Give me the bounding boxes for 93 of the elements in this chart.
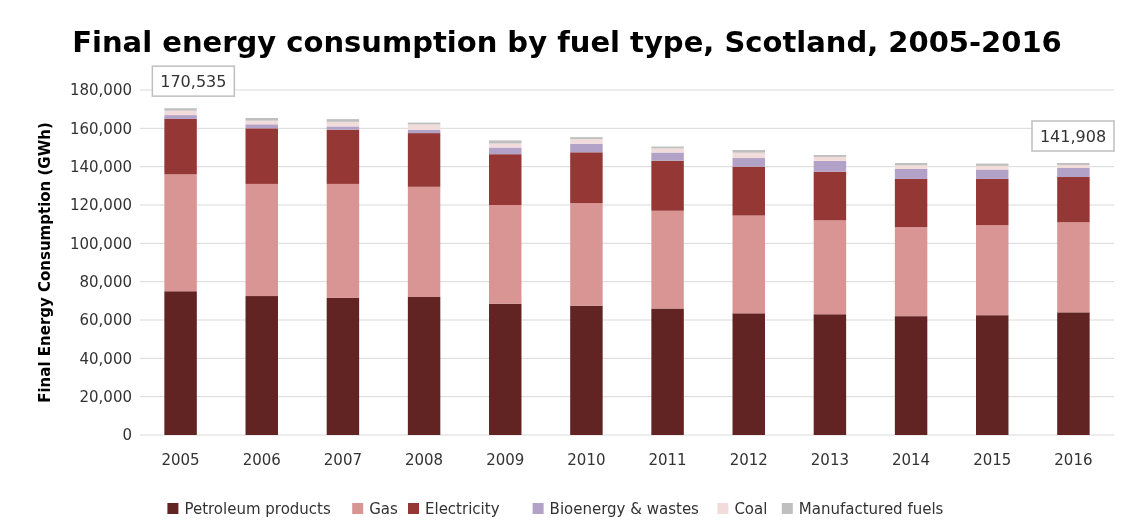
bar (813, 220, 847, 315)
bar (732, 152, 765, 159)
bar (732, 313, 765, 435)
y-tick-label: 0 (122, 426, 132, 445)
y-tick-label: 60,000 (79, 311, 132, 330)
x-tick-label: 2015 (973, 451, 1012, 469)
bar (570, 152, 603, 204)
y-axis-title: Final Energy Consumption (GWh) (36, 122, 54, 403)
bar (164, 108, 197, 111)
x-tick-label: 2009 (486, 451, 525, 469)
bar (1057, 177, 1090, 223)
bar (326, 129, 360, 184)
bar (570, 143, 603, 153)
bar (326, 126, 360, 130)
bar (570, 305, 603, 435)
y-tick-label: 120,000 (69, 196, 132, 215)
legend-label: Electricity (425, 500, 500, 519)
x-tick-label: 2012 (729, 451, 768, 469)
chart-title: Final energy consumption by fuel type, Scotland, 2005-2016 (72, 25, 1062, 59)
y-tick-label: 180,000 (69, 81, 132, 100)
bar (813, 314, 847, 435)
legend-label: Gas (369, 500, 399, 519)
bar (489, 154, 522, 205)
bar (1057, 222, 1090, 313)
bar (407, 129, 441, 134)
bar (976, 178, 1009, 226)
x-tick-label: 2008 (404, 451, 444, 469)
bar (489, 143, 522, 148)
annotation: 141,908 (1039, 126, 1107, 146)
x-tick-label: 2006 (242, 451, 281, 469)
bar (326, 297, 360, 435)
bar (813, 160, 847, 172)
bar (164, 110, 197, 116)
bar (894, 168, 928, 179)
bar (1057, 164, 1090, 169)
annotation: 170,535 (160, 71, 227, 91)
bar (651, 148, 684, 153)
bar (407, 133, 441, 187)
bar (651, 308, 684, 435)
bar (407, 124, 441, 130)
bar (245, 296, 278, 435)
bar (894, 316, 928, 435)
bar (570, 139, 603, 144)
y-tick-label: 80,000 (79, 272, 132, 291)
bar (894, 178, 928, 228)
bar (570, 203, 603, 306)
bar (651, 152, 684, 161)
y-tick-label: 20,000 (79, 387, 132, 406)
legend-label: Manufactured fuels (798, 500, 944, 519)
bar (407, 186, 441, 297)
x-tick-label: 2013 (810, 451, 850, 469)
y-tick-label: 100,000 (69, 234, 132, 253)
legend-label: Coal (734, 500, 768, 519)
legend-label: Petroleum products (184, 500, 332, 519)
bar (407, 297, 441, 435)
bar (732, 166, 765, 216)
bar (245, 183, 278, 297)
bar (245, 124, 278, 129)
x-tick-label: 2007 (323, 451, 363, 469)
bar (976, 315, 1009, 435)
bar (489, 140, 522, 144)
bar (326, 183, 360, 298)
bar (976, 165, 1009, 170)
x-tick-label: 2016 (1054, 451, 1093, 469)
bar (894, 227, 928, 317)
bar (164, 118, 197, 175)
y-tick-label: 160,000 (69, 119, 132, 138)
y-tick-label: 40,000 (79, 349, 132, 368)
bar (813, 156, 847, 161)
bar (245, 128, 278, 184)
x-tick-label: 2010 (567, 451, 606, 469)
bar (164, 115, 197, 119)
bar (976, 169, 1009, 179)
bar (732, 149, 765, 153)
x-tick-label: 2011 (648, 451, 687, 469)
bar (489, 303, 522, 435)
bar (813, 171, 847, 221)
y-tick-label: 140,000 (69, 157, 132, 176)
x-tick-label: 2014 (891, 451, 931, 469)
legend-label: Bioenergy & wastes (549, 500, 700, 519)
bar (326, 119, 360, 122)
bar (1057, 312, 1090, 435)
bar (651, 160, 684, 211)
x-tick-label: 2005 (161, 451, 200, 469)
bar (976, 225, 1009, 316)
bar (489, 205, 522, 304)
bar (164, 174, 197, 292)
bar (732, 158, 765, 167)
bar (245, 117, 278, 121)
bar (164, 291, 197, 435)
bar (732, 215, 765, 314)
bar (651, 210, 684, 309)
bar (1057, 168, 1090, 178)
